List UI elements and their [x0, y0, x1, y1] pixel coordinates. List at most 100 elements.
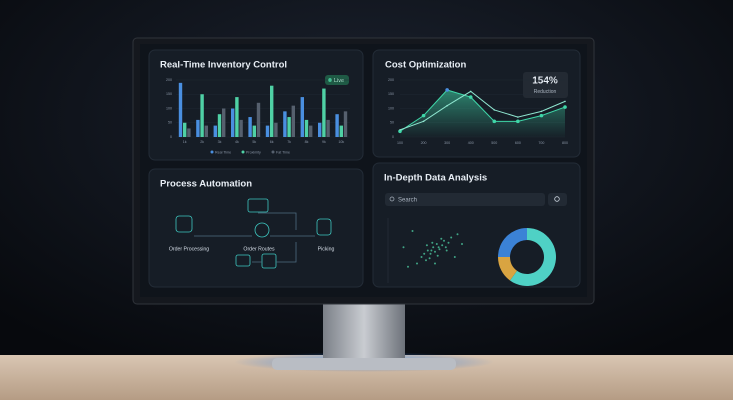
bar: [213, 125, 217, 137]
bar: [339, 125, 343, 137]
bar: [187, 128, 191, 137]
point: [516, 119, 520, 124]
donut-segment: [509, 227, 557, 287]
scatter-point: [423, 252, 426, 255]
badge-text: Live: [334, 78, 344, 84]
bar: [300, 97, 304, 137]
scatter-point: [425, 244, 428, 247]
bar: [265, 125, 270, 137]
panel-title: Process Automation: [160, 179, 252, 190]
scatter-point: [438, 248, 441, 251]
bar: [322, 88, 326, 137]
bar: [183, 122, 187, 137]
point: [517, 116, 519, 118]
scatter-point: [425, 259, 427, 262]
search-button[interactable]: [548, 193, 567, 206]
bar: [287, 117, 291, 137]
scatter-point: [444, 246, 447, 249]
point: [398, 129, 402, 134]
scatter-point: [445, 249, 448, 252]
bar: [335, 114, 339, 137]
point: [563, 105, 567, 109]
stat-label: Reduction: [534, 89, 557, 95]
bar: [309, 125, 313, 137]
point: [540, 110, 543, 113]
stand-neck: [323, 302, 405, 360]
scatter-point: [447, 241, 450, 244]
scatter-point: [420, 256, 423, 258]
scatter-point: [435, 243, 438, 245]
icon: [235, 254, 251, 267]
bar: [318, 122, 322, 137]
panel-title: Real-Time Inventory Control: [160, 60, 287, 71]
area: [400, 89, 565, 137]
scatter-point: [431, 241, 434, 244]
legend-label: Fat Time: [276, 150, 290, 154]
bar: [274, 122, 278, 137]
scatter-point: [429, 252, 432, 255]
legend-swatch: [241, 150, 245, 154]
point: [492, 119, 497, 124]
node-label: Order Processing: [169, 246, 209, 252]
bar: [256, 102, 261, 137]
scatter-point: [426, 249, 429, 252]
icon: [261, 253, 277, 269]
bar: [326, 119, 330, 137]
scatter-point: [432, 246, 435, 249]
bar: [239, 119, 243, 137]
scatter-point: [416, 262, 418, 265]
icon: [175, 215, 193, 233]
icon: [254, 222, 270, 238]
point: [493, 109, 496, 111]
bar: [291, 105, 295, 137]
x-tick-label: 5k: [252, 140, 256, 144]
line: [399, 90, 566, 131]
bar: [343, 111, 348, 137]
scatter-point: [428, 257, 431, 260]
scatter-point: [434, 262, 436, 265]
x-tick-label: 1k: [183, 140, 187, 144]
icon: [316, 218, 332, 236]
search-box[interactable]: [385, 193, 545, 206]
scatter-point: [411, 230, 414, 232]
bar: [204, 125, 208, 137]
x-tick-label: 800: [562, 141, 568, 145]
search-button-icon: [554, 196, 560, 202]
search-icon: [389, 196, 395, 202]
scatter-point: [430, 249, 433, 252]
point: [422, 120, 425, 123]
point: [564, 100, 566, 103]
line: [399, 89, 566, 132]
y-tick-label: 150: [166, 92, 172, 96]
stand-base: [272, 358, 456, 370]
x-tick-label: 600: [515, 141, 521, 145]
y-tick-label: 100: [166, 106, 172, 110]
point: [469, 90, 472, 93]
donut-segment: [498, 228, 527, 257]
node-label: Picking: [318, 246, 335, 252]
x-tick-label: 7k: [287, 140, 291, 144]
icon: [247, 198, 269, 213]
donut-segment: [498, 257, 518, 281]
scatter-point: [441, 244, 444, 247]
y-tick-label: 150: [388, 92, 394, 96]
bar: [270, 85, 274, 137]
bar: [217, 114, 222, 137]
scatter-point: [436, 254, 439, 257]
scatter-point: [440, 237, 443, 240]
bar: [178, 82, 183, 137]
y-tick-label: 0: [170, 135, 172, 139]
x-tick-label: 700: [538, 141, 544, 145]
bar: [283, 111, 287, 137]
search-placeholder: Search: [398, 198, 417, 204]
stat-value: 154%: [532, 76, 558, 87]
point: [468, 95, 473, 99]
scatter-point: [456, 233, 459, 236]
point: [421, 113, 426, 118]
legend-swatch: [210, 150, 214, 154]
legend-label: Proximity: [246, 150, 261, 154]
panel-title: Cost Optimization: [385, 60, 466, 71]
legend-label: Real Time: [215, 150, 231, 154]
x-tick-label: 100: [397, 141, 403, 145]
